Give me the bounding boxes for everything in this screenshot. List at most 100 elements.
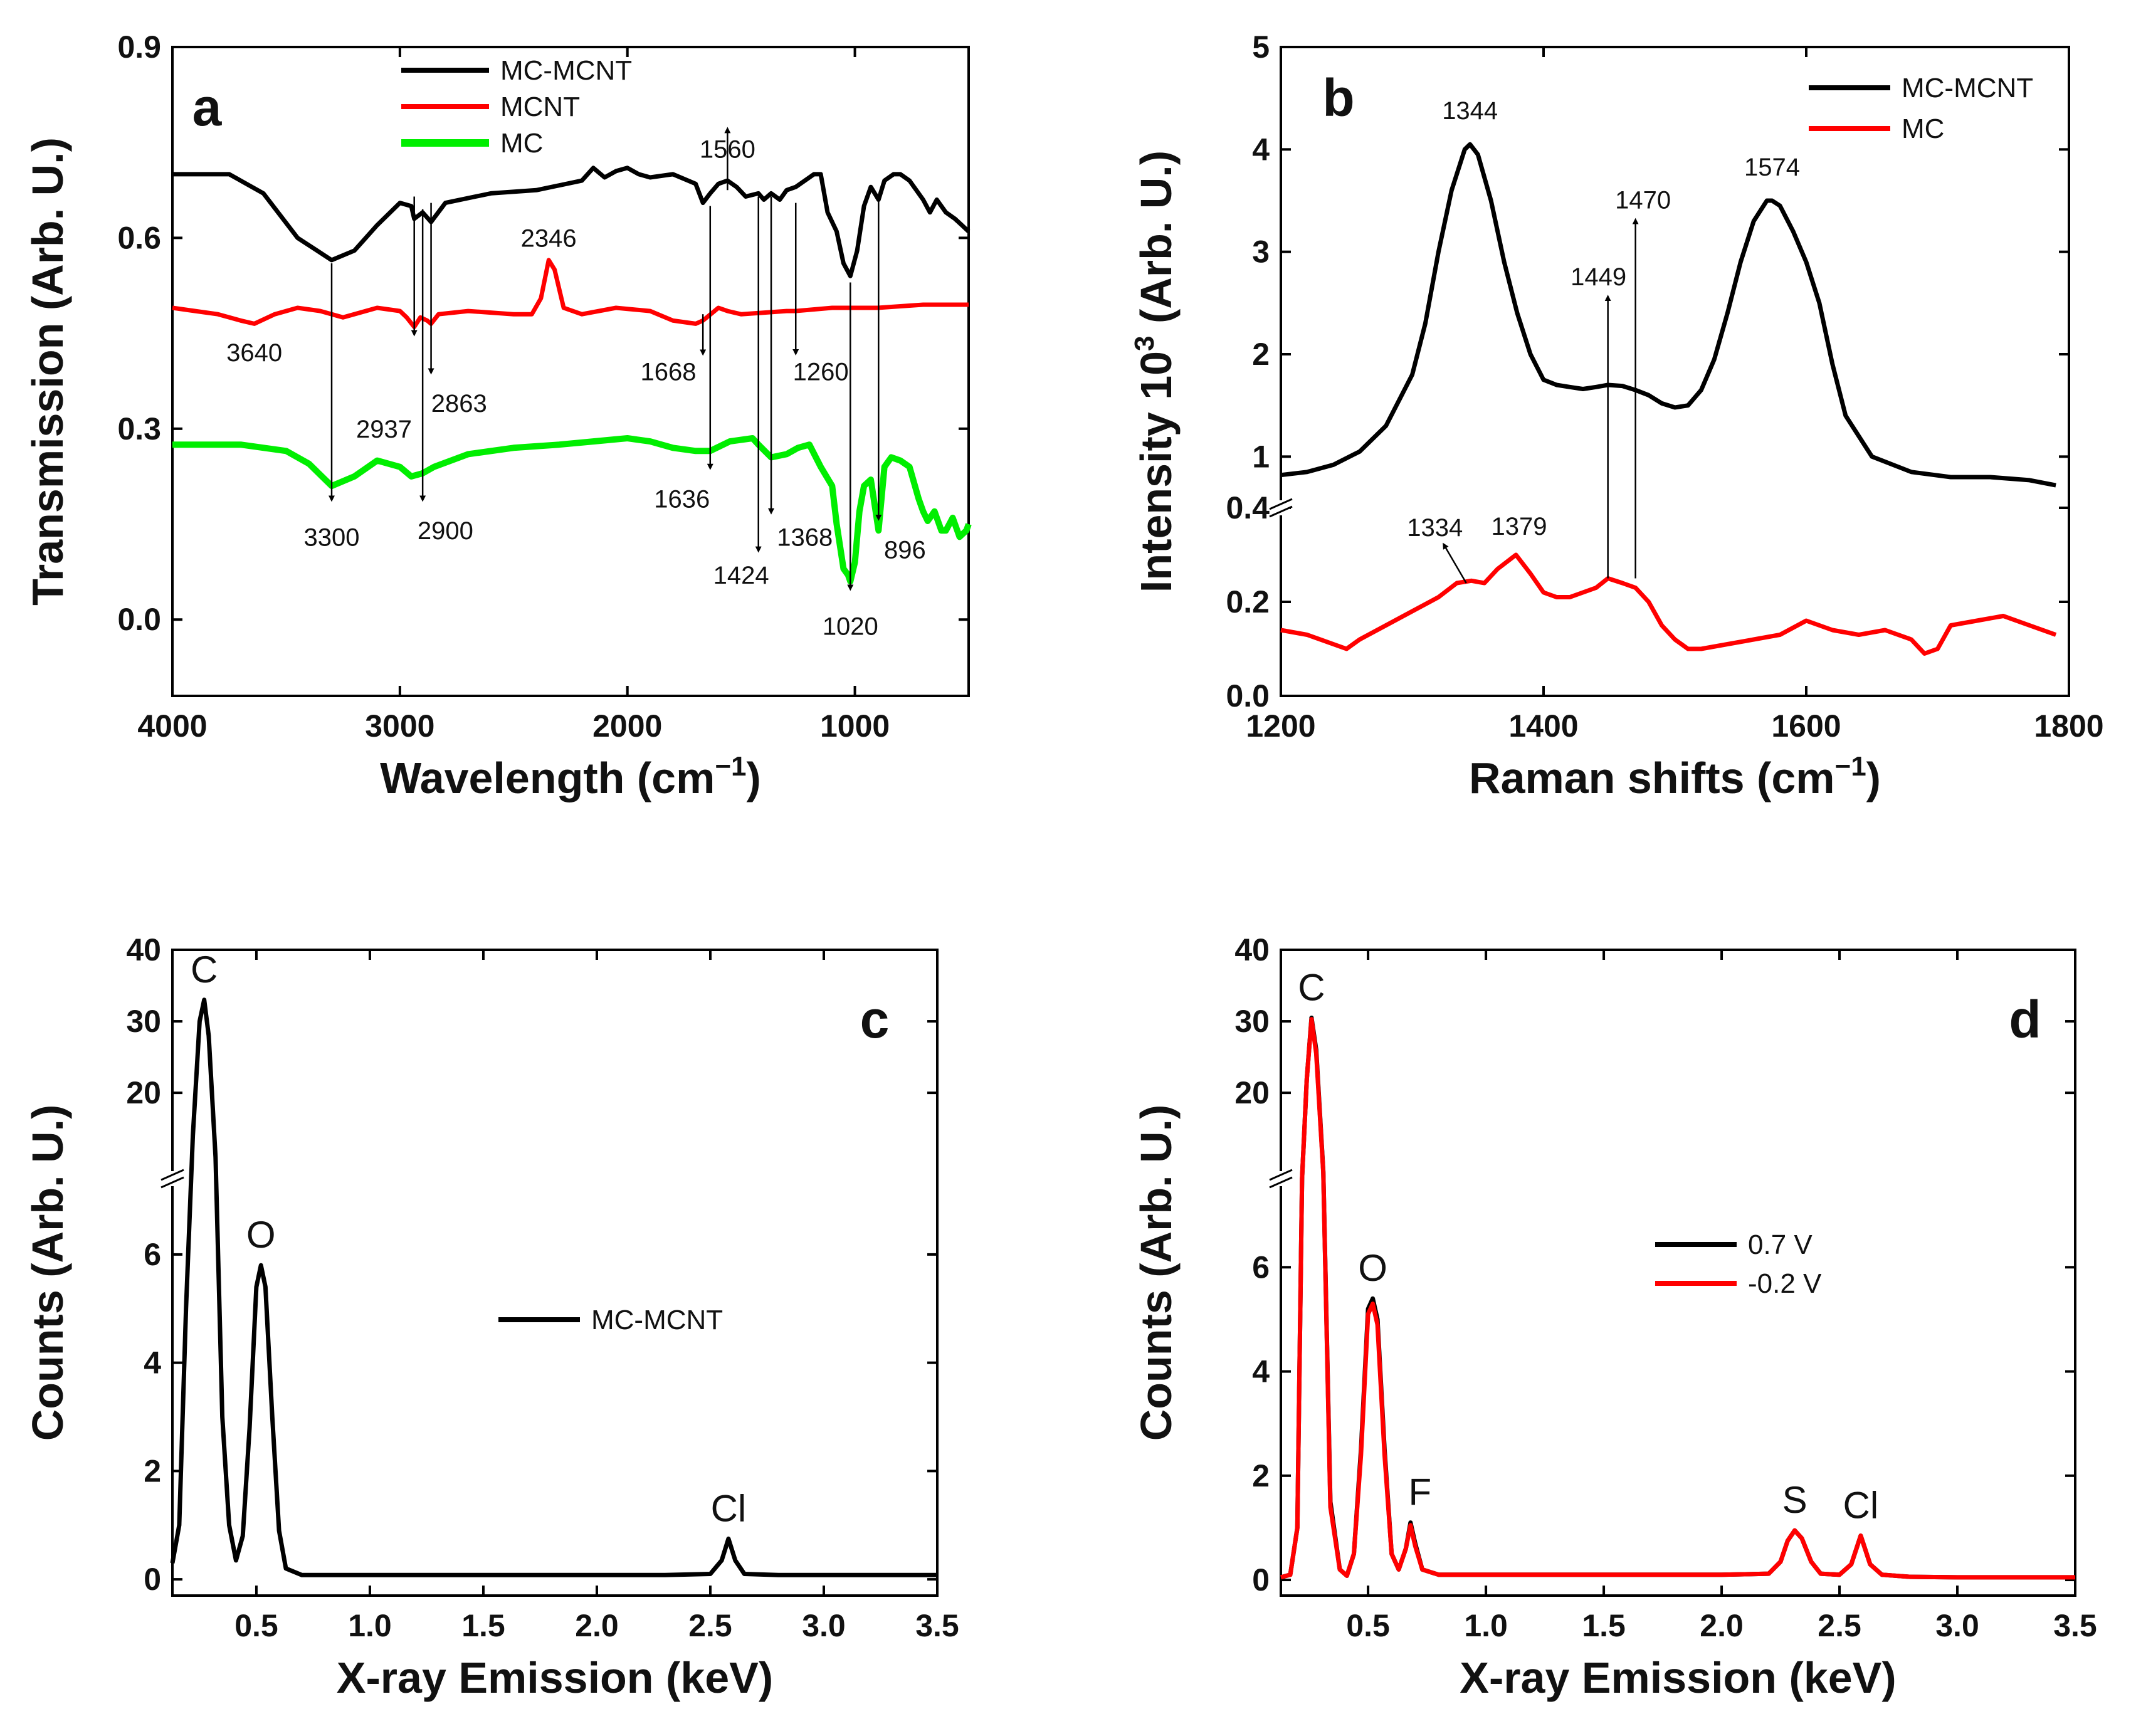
annotation-label: 1636 xyxy=(654,485,710,513)
y-axis-title-text: Counts (Arb. U.) xyxy=(23,1105,72,1441)
x-tick-label: 0.5 xyxy=(234,1608,278,1643)
y-tick-label: 20 xyxy=(1234,1075,1270,1110)
x-axis-title-text: Wavelength (cm xyxy=(380,754,715,802)
x-tick-label: 1400 xyxy=(1508,708,1578,744)
legend-label: -0.2 V xyxy=(1748,1268,1822,1299)
annotation-label: 1334 xyxy=(1407,514,1463,542)
annotation-label: 1449 xyxy=(1571,263,1626,291)
y-tick-label: 4 xyxy=(1252,132,1270,167)
y-tick-label: 0.0 xyxy=(1226,678,1270,713)
annotation-label: 2346 xyxy=(521,224,577,252)
y-tick-label: 6 xyxy=(1252,1249,1270,1285)
x-axis-title-sup: −1 xyxy=(715,751,746,782)
peak-label-cl: Cl xyxy=(711,1487,747,1529)
y-tick-label: 30 xyxy=(1234,1004,1270,1039)
panel-letter: d xyxy=(2009,990,2041,1049)
axis-break-mark xyxy=(160,1176,184,1189)
panel-d: 0.5 1.0 1.5 2.0 2.5 3.0 3.5 0 2 4 6 20 30 40 0.7 V -0.2… xyxy=(1132,932,2097,1702)
axis-break-mark xyxy=(1269,1169,1293,1181)
peak-label-c: C xyxy=(1298,966,1325,1008)
series-0-7-v xyxy=(1280,1015,2075,1580)
peak-label-o: O xyxy=(1358,1247,1387,1289)
axis-break-mark xyxy=(1269,1176,1293,1189)
plot-frame xyxy=(1280,949,2076,1597)
y-tick-label: 0 xyxy=(144,1562,161,1597)
y-tick-label: 6 xyxy=(144,1237,161,1272)
annotation-label: 1260 xyxy=(793,359,849,386)
legend-label: MC-MCNT xyxy=(500,55,632,86)
x-axis-title: X-ray Emission (keV) xyxy=(337,1653,773,1702)
peak-label-o: O xyxy=(246,1214,276,1256)
y-tick-label: 2 xyxy=(144,1453,161,1488)
panel-c: 0.5 1.0 1.5 2.0 2.5 3.0 3.5 0 2 4 6 20 30 40 MC-MCNT c X… xyxy=(23,932,959,1702)
x-tick-label: 1.0 xyxy=(348,1608,392,1643)
y-tick-label: 0.0 xyxy=(117,602,161,637)
annotation-label: 3640 xyxy=(226,339,282,367)
x-tick-label: 3.5 xyxy=(915,1608,959,1643)
x-tick-label: 1000 xyxy=(820,708,890,744)
peak-label-f: F xyxy=(1408,1471,1431,1513)
y-tick-label: 0 xyxy=(1252,1562,1270,1597)
plot-frame xyxy=(171,46,970,697)
annotation-label: 1379 xyxy=(1492,513,1547,540)
plot-frame xyxy=(171,949,939,1597)
peak-label-cl: Cl xyxy=(1843,1484,1879,1526)
x-axis-title-close: ) xyxy=(1866,754,1881,802)
y-tick-label: 0.2 xyxy=(1226,584,1270,619)
axis-break-mark xyxy=(160,1169,184,1181)
panel-a: 4000 3000 2000 1000 0.0 0.3 0.6 0.9 MC-MCNT MCNT M… xyxy=(23,29,972,802)
panel-letter: c xyxy=(860,990,890,1049)
axis-break-gap xyxy=(1272,1171,1290,1186)
annotation-label: 2937 xyxy=(356,416,412,443)
y-axis-title: Intensity 103 (Arb. U.) xyxy=(1129,150,1181,592)
y-tick-label: 3 xyxy=(1252,234,1270,270)
y-tick-label: 4 xyxy=(1252,1354,1270,1389)
panel-b: 1200 1400 1600 1800 0.0 0.2 0.4 1 2 3 4 5 MC-MCNT MC b… xyxy=(1129,29,2104,802)
y-axis-title-text: Intensity 10 xyxy=(1132,351,1181,592)
annotation-label: 3300 xyxy=(304,523,360,551)
y-axis-title: Counts (Arb. U.) xyxy=(1132,1105,1181,1441)
x-tick-label: 2000 xyxy=(592,708,662,744)
x-tick-label: 0.5 xyxy=(1346,1608,1390,1643)
x-axis-title-text: X-ray Emission (keV) xyxy=(337,1653,773,1702)
y-tick-label: 2 xyxy=(1252,1458,1270,1493)
annotation-label: 1020 xyxy=(823,613,878,640)
series-mc xyxy=(172,435,972,585)
x-tick-label: 2.5 xyxy=(1818,1608,1861,1643)
x-tick-label: 3.0 xyxy=(802,1608,846,1643)
x-tick-label: 3.5 xyxy=(2053,1608,2097,1643)
x-tick-label: 1.5 xyxy=(461,1608,505,1643)
y-tick-label: 40 xyxy=(1234,932,1270,967)
series-mc-mcnt xyxy=(170,997,937,1577)
y-tick-label: 2 xyxy=(1252,337,1270,372)
y-tick-label: 0.4 xyxy=(1226,490,1270,525)
x-tick-label: 2.0 xyxy=(575,1608,619,1643)
legend-label: MC xyxy=(500,128,543,159)
y-tick-label: 0.6 xyxy=(117,220,161,255)
annotation-label: 1668 xyxy=(641,359,697,386)
plot-frame xyxy=(1280,46,2070,697)
x-tick-label: 1200 xyxy=(1246,708,1315,744)
y-tick-label: 40 xyxy=(126,932,161,967)
legend-label: MCNT xyxy=(500,92,580,122)
y-tick-label: 1 xyxy=(1252,439,1270,474)
axis-break-gap xyxy=(164,1171,181,1186)
x-tick-label: 1800 xyxy=(2034,708,2103,744)
x-axis-title: X-ray Emission (keV) xyxy=(1460,1653,1896,1702)
y-axis-title-sup: 3 xyxy=(1129,335,1160,350)
annotation-label: 1424 xyxy=(713,562,769,589)
y-axis-title: Counts (Arb. U.) xyxy=(23,1105,72,1441)
legend-label: 0.7 V xyxy=(1748,1229,1813,1260)
x-tick-label: 3000 xyxy=(365,708,434,744)
x-axis-title-text: Raman shifts (cm xyxy=(1469,754,1834,802)
peak-label-c: C xyxy=(191,949,218,991)
series-mc xyxy=(1280,552,2057,656)
y-tick-label: 4 xyxy=(144,1345,161,1381)
y-tick-label: 0.9 xyxy=(117,29,161,65)
y-tick-label: 0.3 xyxy=(117,411,161,446)
x-axis-title: Wavelength (cm−1) xyxy=(380,751,761,802)
axis-break-gap xyxy=(1272,500,1290,515)
series--0-2-v xyxy=(1280,1017,2075,1580)
x-tick-label: 1.0 xyxy=(1464,1608,1508,1643)
x-tick-label: 1.5 xyxy=(1582,1608,1626,1643)
